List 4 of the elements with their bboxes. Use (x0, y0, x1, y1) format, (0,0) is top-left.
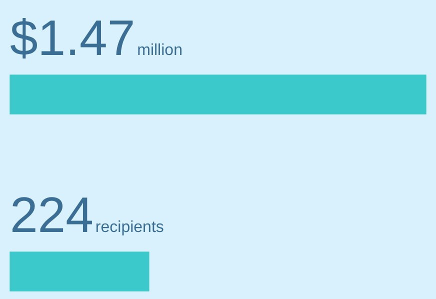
annotation: recipients (95, 219, 164, 236)
annotation: $1.47 (10, 10, 136, 66)
annotation: million (137, 42, 182, 59)
annotation: 224 (10, 187, 94, 243)
